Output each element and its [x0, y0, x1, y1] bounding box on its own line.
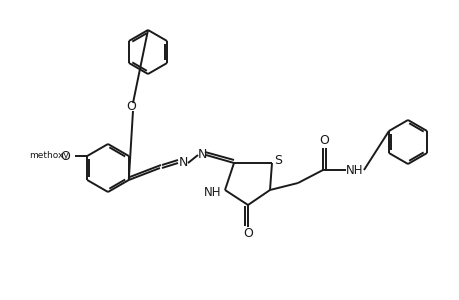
Text: O: O: [126, 100, 136, 113]
Text: S: S: [274, 154, 281, 167]
Text: NH: NH: [346, 164, 363, 176]
Text: NH: NH: [204, 185, 221, 199]
Text: methoxy: methoxy: [29, 152, 69, 160]
Text: O: O: [319, 134, 328, 146]
Text: N: N: [178, 157, 187, 169]
Text: N: N: [197, 148, 206, 161]
Text: O: O: [60, 149, 70, 163]
Text: O: O: [242, 227, 252, 241]
